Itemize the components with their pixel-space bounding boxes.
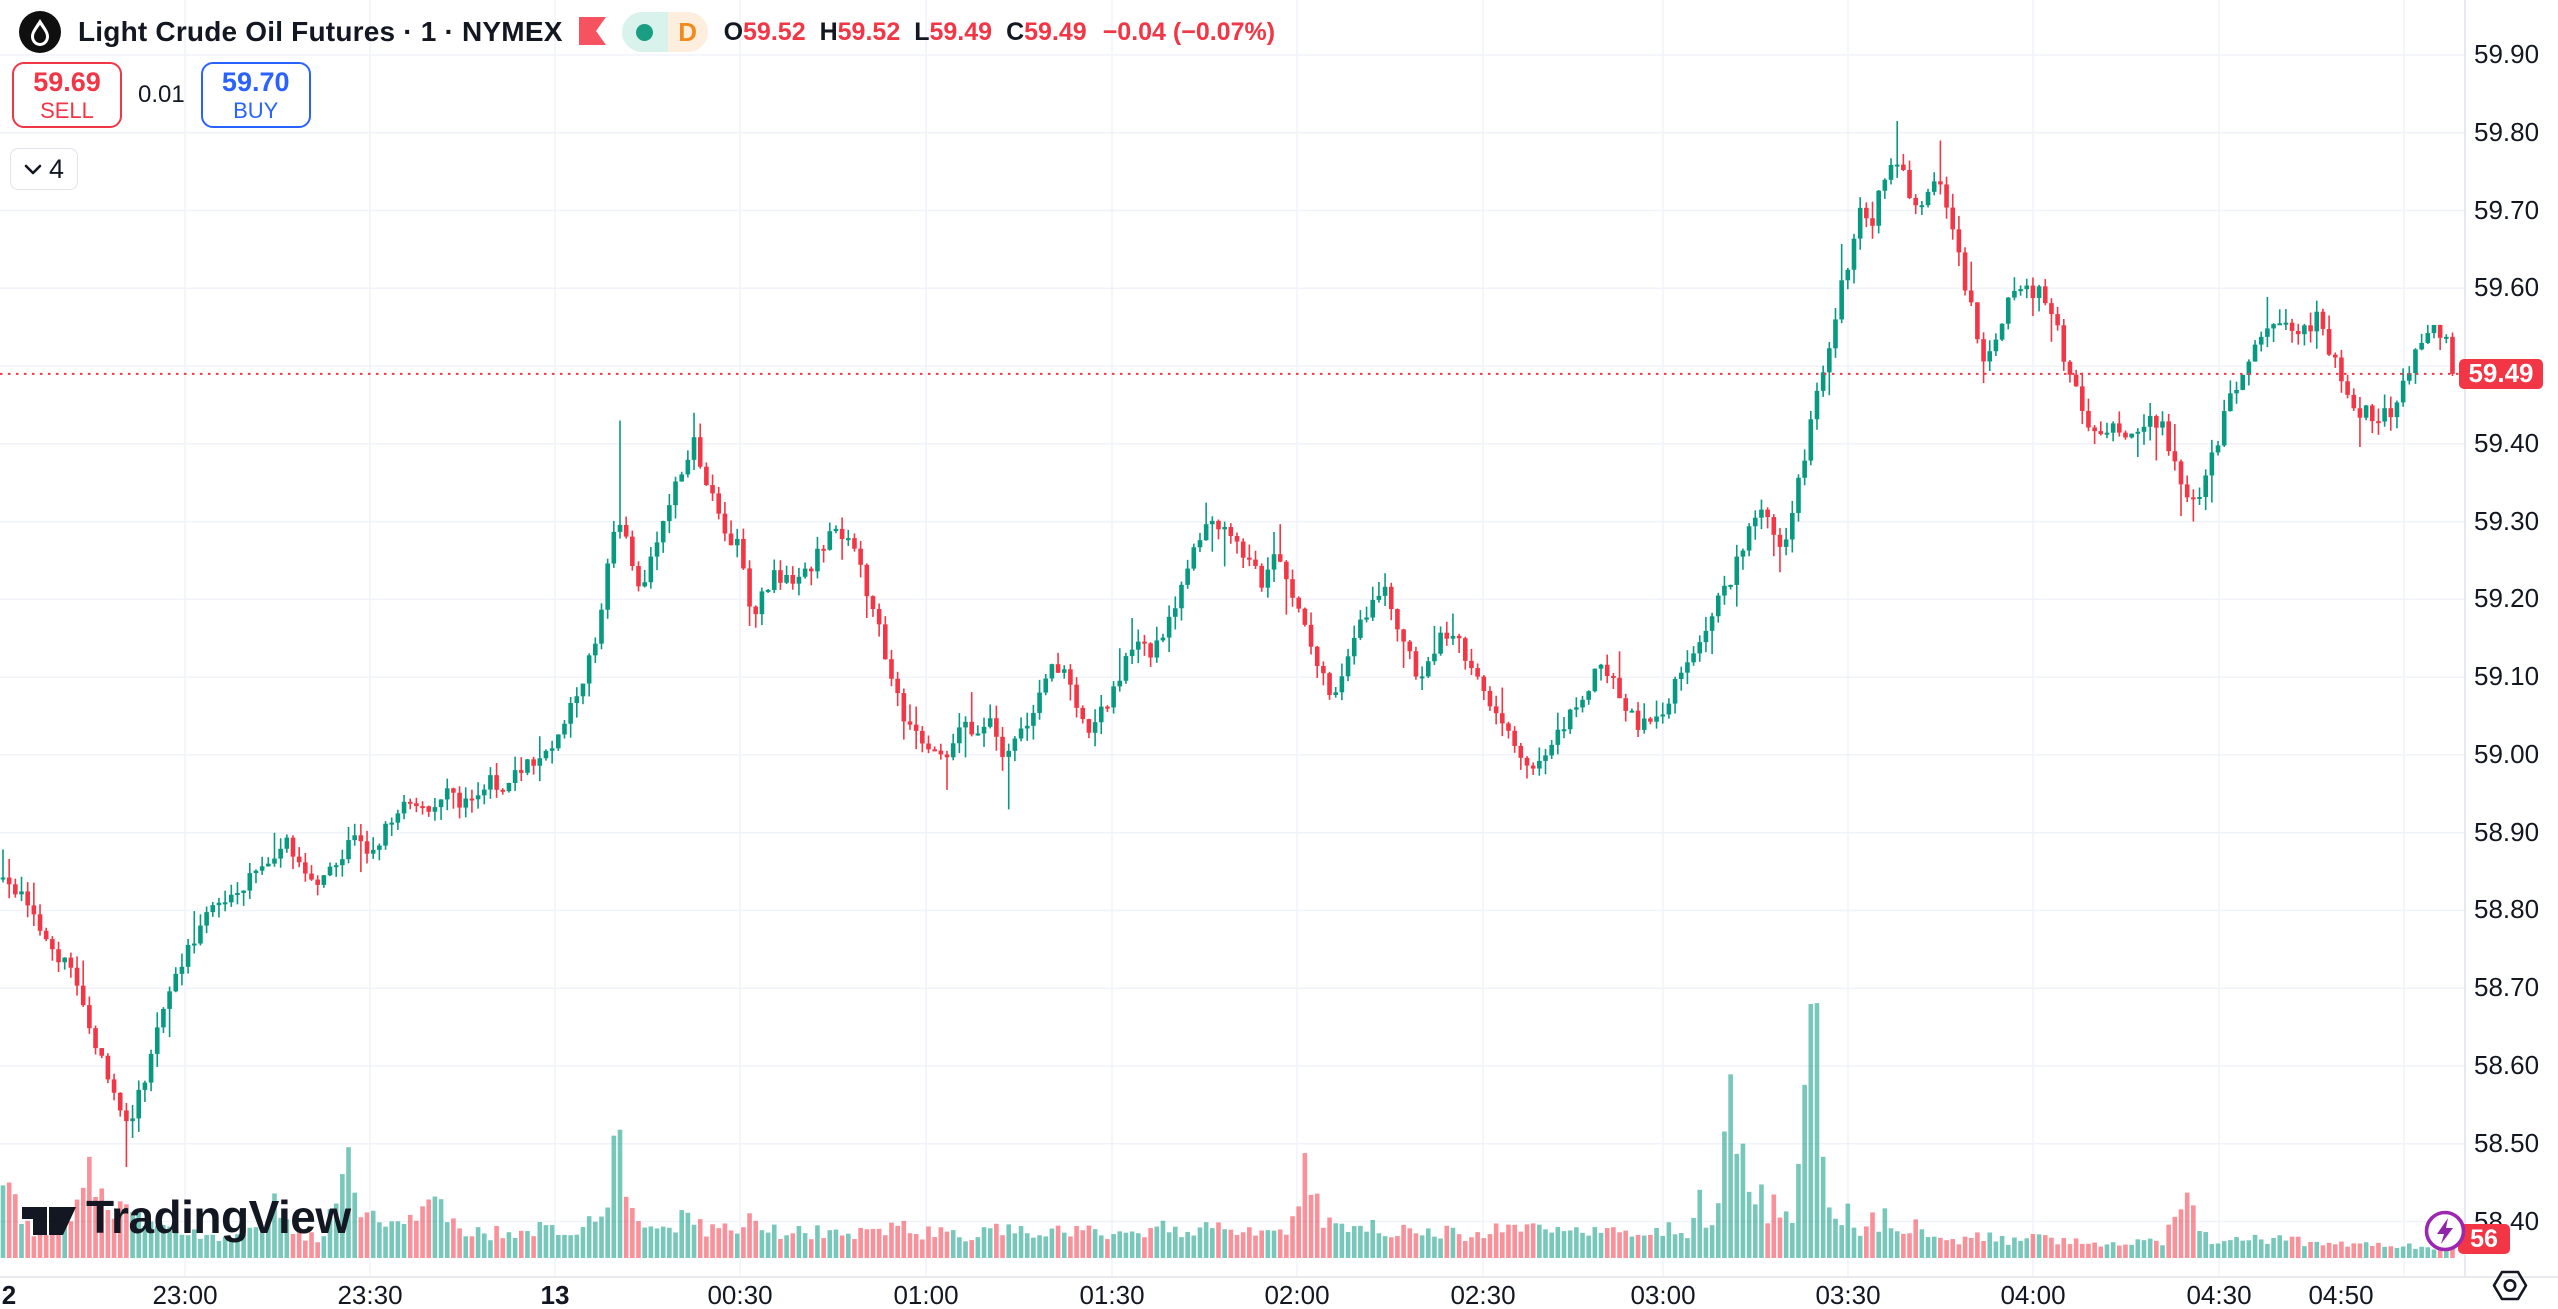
- price-axis-label: 59.40: [2474, 427, 2540, 458]
- price-axis[interactable]: 59.90 59.80 59.70 59.60 59.40 59.30 59.20 59.10…: [2466, 0, 2558, 1277]
- price-axis-label: 58.70: [2474, 972, 2540, 1003]
- axis-separators: [0, 0, 2558, 1278]
- flag-icon[interactable]: [578, 17, 606, 47]
- price-axis-label: 59.80: [2474, 116, 2540, 147]
- time-axis-label: 03:30: [1815, 1280, 1881, 1309]
- price-axis-label: 58.80: [2474, 894, 2540, 925]
- time-axis-label: 01:30: [1079, 1280, 1145, 1309]
- time-axis-label: 04:00: [2000, 1280, 2066, 1309]
- trade-panel: 59.69 SELL 0.01 59.70 BUY: [12, 62, 311, 128]
- candlestick-series: [0, 121, 2455, 1168]
- change-value: −0.04 (−0.07%): [1102, 17, 1276, 46]
- sell-label: SELL: [40, 97, 94, 123]
- price-axis-label: 58.50: [2474, 1127, 2540, 1158]
- time-axis-label: 00:30: [707, 1280, 773, 1309]
- time-axis-label: 01:00: [893, 1280, 959, 1309]
- open-value: 59.52: [743, 17, 806, 46]
- price-axis-label: 59.10: [2474, 661, 2540, 692]
- price-axis-label: 59.00: [2474, 738, 2540, 769]
- price-axis-label: 58.60: [2474, 1050, 2540, 1080]
- low-value: 59.49: [929, 17, 993, 46]
- current-price-badge: 59.49: [2459, 358, 2543, 389]
- price-axis-label: 59.30: [2474, 505, 2540, 536]
- volume-series: [0, 1003, 2455, 1258]
- price-axis-label: 58.90: [2474, 816, 2540, 847]
- tradingview-logo-icon: [22, 1207, 76, 1235]
- buy-price: 59.70: [221, 67, 290, 98]
- time-axis-label: 04:50: [2308, 1280, 2374, 1309]
- tradingview-watermark[interactable]: TradingView: [22, 1190, 351, 1244]
- time-axis-label: 2: [1, 1280, 17, 1309]
- chevron-down-icon: [24, 164, 42, 174]
- price-axis-label: 59.60: [2474, 272, 2540, 303]
- time-axis[interactable]: 2 23:00 23:30 13 00:30 01:00 01:30 02:00 02:30 03…: [0, 1278, 2558, 1309]
- time-axis-label: 03:00: [1630, 1280, 1696, 1309]
- grid-lines: [0, 0, 2465, 1277]
- market-status-dot-icon: [621, 12, 668, 52]
- high-label: H: [819, 17, 838, 46]
- time-axis-label: 13: [540, 1280, 570, 1309]
- buy-button[interactable]: 59.70 BUY: [200, 62, 311, 128]
- close-value: 59.49: [1024, 17, 1087, 46]
- time-axis-label: 02:00: [1264, 1280, 1330, 1309]
- sell-button[interactable]: 59.69 SELL: [12, 62, 122, 128]
- legend-collapse-dropdown[interactable]: 4: [10, 148, 78, 190]
- low-label: L: [914, 17, 930, 46]
- close-label: C: [1006, 17, 1025, 46]
- price-axis-label: 59.90: [2474, 39, 2540, 69]
- instrument-logo-icon: [18, 10, 62, 54]
- high-value: 59.52: [837, 17, 901, 46]
- ohlc-values: O 59.52 H 59.52 L 59.49 C 59.49 −0.04 (−0.07…: [724, 18, 1275, 47]
- open-label: O: [723, 17, 744, 46]
- symbol-title[interactable]: Light Crude Oil Futures · 1 · NYMEX: [78, 16, 563, 47]
- time-axis-label: 04:30: [2186, 1280, 2252, 1309]
- time-axis-label: 23:30: [337, 1280, 403, 1309]
- spread-value: 0.01: [138, 81, 185, 108]
- volume-value-badge: 56: [2458, 1224, 2510, 1254]
- price-axis-label: 59.20: [2474, 583, 2540, 614]
- price-axis-label: 59.70: [2474, 194, 2540, 225]
- time-axis-label: 23:00: [152, 1280, 218, 1309]
- buy-label: BUY: [233, 97, 279, 123]
- sell-price: 59.69: [33, 67, 101, 98]
- watermark-text: TradingView: [86, 1191, 351, 1243]
- legend-count: 4: [48, 153, 65, 184]
- time-axis-label: 02:30: [1450, 1280, 1516, 1309]
- lightning-icon[interactable]: [2422, 1208, 2468, 1254]
- market-status-pill[interactable]: D: [621, 12, 708, 52]
- gear-icon[interactable]: [2492, 1269, 2528, 1302]
- delayed-data-badge: D: [667, 12, 708, 52]
